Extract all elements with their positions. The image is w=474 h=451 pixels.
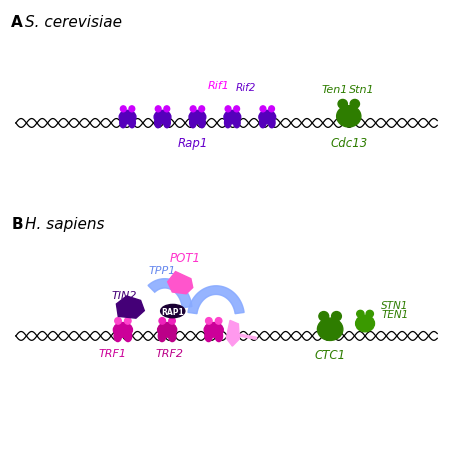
Circle shape: [332, 312, 341, 321]
Ellipse shape: [206, 318, 212, 324]
Text: B: B: [11, 216, 23, 232]
Ellipse shape: [215, 318, 222, 324]
Ellipse shape: [155, 118, 161, 129]
Ellipse shape: [215, 331, 223, 342]
Circle shape: [338, 100, 347, 109]
Ellipse shape: [169, 318, 175, 324]
Ellipse shape: [125, 318, 131, 324]
Text: TEN1: TEN1: [382, 309, 409, 319]
Text: TIN2: TIN2: [112, 290, 137, 300]
Text: TRF1: TRF1: [99, 349, 127, 359]
Text: H. sapiens: H. sapiens: [25, 216, 105, 232]
Ellipse shape: [155, 106, 161, 113]
Text: TRF2: TRF2: [155, 349, 183, 359]
Ellipse shape: [113, 323, 132, 337]
Text: A: A: [11, 15, 23, 30]
Text: POT1: POT1: [169, 252, 201, 264]
Ellipse shape: [199, 106, 205, 113]
Text: Stn1: Stn1: [349, 85, 374, 95]
Text: CTC1: CTC1: [315, 349, 346, 362]
Circle shape: [319, 312, 328, 321]
Text: Rif2: Rif2: [236, 83, 256, 93]
Ellipse shape: [124, 331, 132, 342]
Ellipse shape: [225, 118, 231, 129]
Ellipse shape: [129, 118, 136, 129]
Polygon shape: [148, 279, 192, 308]
Ellipse shape: [225, 106, 231, 113]
Ellipse shape: [204, 323, 223, 337]
Text: Cdc13: Cdc13: [330, 137, 367, 150]
Ellipse shape: [115, 318, 121, 324]
Text: Ten1: Ten1: [321, 85, 348, 95]
Text: Rif1: Rif1: [208, 80, 230, 91]
Ellipse shape: [164, 118, 170, 129]
Ellipse shape: [129, 106, 135, 113]
Text: STN1: STN1: [382, 300, 409, 310]
Polygon shape: [188, 286, 244, 314]
Ellipse shape: [120, 118, 127, 129]
Ellipse shape: [337, 106, 361, 128]
Ellipse shape: [161, 305, 185, 318]
Polygon shape: [168, 272, 193, 294]
Ellipse shape: [199, 118, 205, 129]
Ellipse shape: [205, 331, 212, 342]
Ellipse shape: [259, 111, 276, 124]
Ellipse shape: [190, 106, 196, 113]
Ellipse shape: [157, 323, 177, 337]
Ellipse shape: [269, 106, 274, 113]
Ellipse shape: [190, 118, 196, 129]
Ellipse shape: [356, 316, 374, 332]
Text: S. cerevisiae: S. cerevisiae: [25, 15, 122, 30]
Ellipse shape: [234, 106, 239, 113]
Circle shape: [350, 100, 359, 109]
Ellipse shape: [169, 331, 176, 342]
Ellipse shape: [259, 118, 266, 129]
Text: Rap1: Rap1: [178, 137, 208, 150]
Ellipse shape: [268, 118, 275, 129]
Polygon shape: [117, 296, 144, 318]
Ellipse shape: [260, 106, 266, 113]
Ellipse shape: [119, 111, 136, 124]
Ellipse shape: [224, 111, 241, 124]
Text: RAP1: RAP1: [161, 307, 184, 316]
Circle shape: [357, 311, 364, 318]
Ellipse shape: [164, 106, 170, 113]
Ellipse shape: [120, 106, 126, 113]
Circle shape: [366, 311, 374, 318]
Ellipse shape: [159, 318, 165, 324]
Ellipse shape: [158, 331, 166, 342]
Polygon shape: [226, 321, 239, 346]
Text: TPP1: TPP1: [148, 266, 176, 276]
Ellipse shape: [318, 318, 343, 341]
Ellipse shape: [114, 331, 121, 342]
Ellipse shape: [154, 111, 171, 124]
Ellipse shape: [234, 118, 240, 129]
Ellipse shape: [189, 111, 206, 124]
